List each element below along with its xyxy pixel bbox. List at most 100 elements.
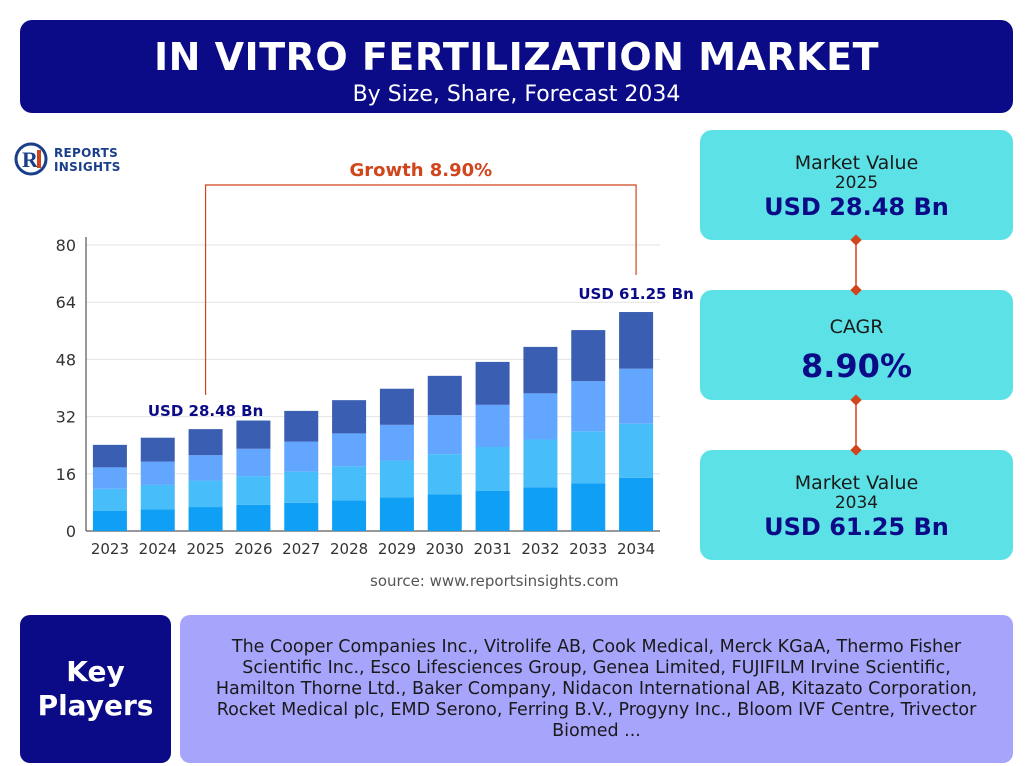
bar-segment (619, 477, 654, 531)
x-tick-label: 2033 (569, 540, 607, 558)
key-players-label-line-1: Key (66, 655, 125, 688)
bar-segment (92, 488, 127, 511)
logo-text: REPORTS INSIGHTS (54, 146, 121, 174)
x-tick-label: 2030 (426, 540, 464, 558)
bar-segment (92, 467, 127, 489)
bar-segment (284, 410, 319, 442)
bar-segment (379, 497, 414, 531)
logo-mark-icon: R (14, 142, 48, 176)
bar-segment (92, 444, 127, 468)
card-label: Market Value (794, 472, 919, 494)
page-subtitle: By Size, Share, Forecast 2034 (352, 82, 681, 107)
card-label: Market Value (794, 152, 919, 174)
x-tick-label: 2027 (282, 540, 320, 558)
bar-segment (140, 461, 175, 485)
page-title: IN VITRO FERTILIZATION MARKET (153, 35, 880, 79)
x-tick-label: 2031 (473, 540, 511, 558)
growth-label: Growth 8.90% (349, 160, 492, 181)
key-players-list: The Cooper Companies Inc., Vitrolife AB,… (215, 636, 978, 741)
x-tick-label: 2023 (91, 540, 129, 558)
bar-segment (523, 439, 558, 488)
bar-segment (427, 454, 462, 495)
header-banner: IN VITRO FERTILIZATION MARKET By Size, S… (20, 20, 1013, 113)
x-tick-label: 2024 (139, 540, 177, 558)
bar-segment (619, 423, 654, 478)
stacked-bar-chart: 0 16 32 48 64 80 2023 2024 2025 2026 2027 2028 2029 2… (56, 160, 694, 558)
bar-segment (188, 480, 223, 508)
card-label: CAGR (829, 316, 884, 338)
key-players-label-box: Key Players (20, 615, 171, 763)
market-value-2025-card: Market Value 2025 USD 28.48 Bn (700, 130, 1013, 240)
x-tick-label: 2032 (521, 540, 559, 558)
bar-segment (619, 368, 654, 424)
bar-segment (379, 424, 414, 461)
bar-segment (188, 455, 223, 481)
card-value: USD 61.25 Bn (764, 513, 949, 541)
bar-segment (523, 346, 558, 394)
bar-segment (188, 429, 223, 456)
y-tick-label: 32 (56, 408, 76, 427)
bar-segment (332, 500, 367, 531)
connector-diamond (850, 234, 862, 246)
reports-insights-logo: R REPORTS INSIGHTS (14, 140, 134, 180)
cagr-card: CAGR 8.90% (700, 290, 1013, 400)
logo-line-2: INSIGHTS (54, 160, 121, 174)
bar-segment (236, 504, 271, 531)
bar-segment (140, 509, 175, 531)
bar-segment (140, 484, 175, 510)
bar-segment (188, 507, 223, 531)
y-tick-label: 64 (56, 293, 76, 312)
y-tick-label: 80 (56, 236, 76, 255)
key-players-list-box: The Cooper Companies Inc., Vitrolife AB,… (180, 615, 1013, 763)
market-value-2034-card: Market Value 2034 USD 61.25 Bn (700, 450, 1013, 560)
bar-segment (284, 502, 319, 531)
source-note: source: www.reportsinsights.com (370, 572, 619, 590)
bar-segment (332, 466, 367, 501)
bar-segment (475, 361, 510, 405)
bar-segment (571, 431, 606, 484)
key-players-label: Key Players (38, 655, 154, 723)
bar-segment (475, 490, 510, 531)
card-year: 2025 (834, 173, 879, 193)
bar-segment (475, 404, 510, 447)
bar-segment (236, 420, 271, 449)
growth-bracket (204, 184, 637, 395)
bar-segment (92, 510, 127, 531)
bar-segment (571, 330, 606, 382)
bar-segment (427, 415, 462, 455)
bar-segment (571, 483, 606, 531)
end-value-label: USD 61.25 Bn (578, 285, 693, 303)
x-tick-label: 2025 (186, 540, 224, 558)
bar-segment (332, 400, 367, 434)
bar-segment (619, 312, 654, 369)
bar-segment (523, 487, 558, 531)
svg-text:R: R (22, 147, 39, 172)
bar-segment (475, 446, 510, 491)
bar-segment (379, 460, 414, 498)
card-year: 2034 (834, 493, 879, 513)
logo-line-1: REPORTS (54, 146, 119, 160)
connector-diamond (850, 394, 862, 406)
start-value-label: USD 28.48 Bn (148, 402, 263, 420)
x-tick-label: 2026 (234, 540, 272, 558)
bar-segment (284, 471, 319, 503)
bar-segment (332, 433, 367, 467)
bar-segment (379, 388, 414, 425)
bar-segment (236, 476, 271, 505)
bar-segment (284, 441, 319, 472)
x-tick-label: 2028 (330, 540, 368, 558)
connector-diamond (850, 444, 862, 456)
card-connectors (850, 234, 862, 456)
x-tick-label: 2029 (378, 540, 416, 558)
y-tick-label: 48 (56, 350, 76, 369)
card-value: USD 28.48 Bn (764, 193, 949, 221)
y-tick-label: 0 (66, 522, 76, 541)
y-tick-label: 16 (56, 465, 76, 484)
bar-segment (140, 437, 175, 462)
card-value: 8.90% (800, 347, 912, 385)
bar-segment (236, 448, 271, 477)
x-tick-label: 2034 (617, 540, 655, 558)
key-players-label-line-2: Players (37, 689, 154, 722)
connector-diamond (850, 284, 862, 296)
bar-segment (427, 494, 462, 531)
